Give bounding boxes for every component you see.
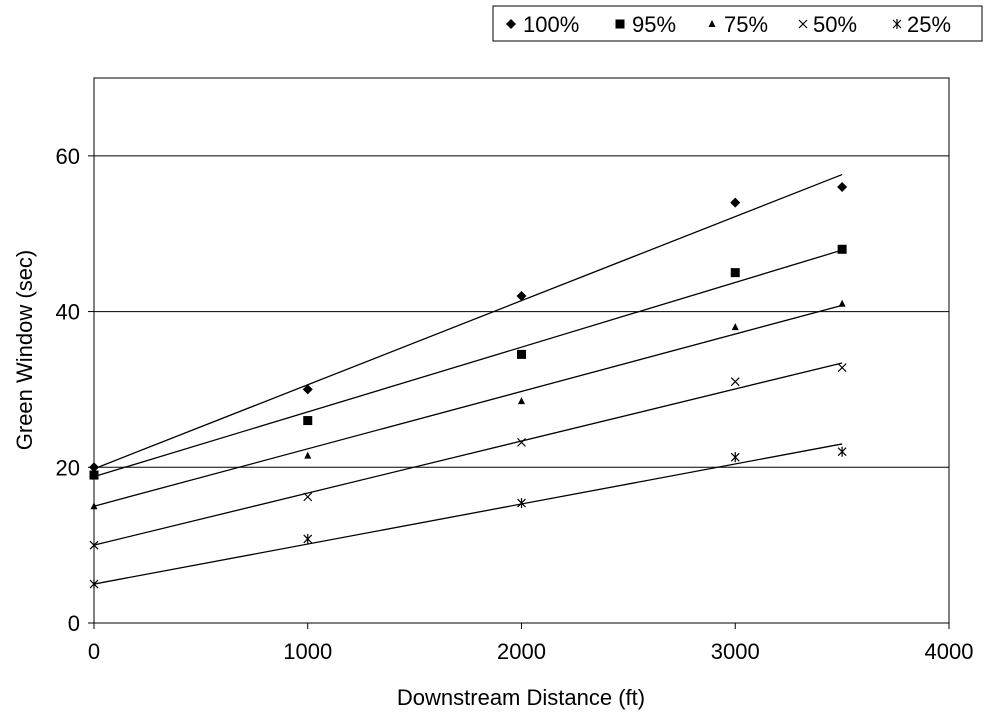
legend-label: 25% bbox=[907, 12, 951, 37]
legend-box bbox=[492, 5, 983, 42]
data-point-star bbox=[837, 446, 847, 457]
data-point-triangle bbox=[304, 451, 312, 459]
legend-marker-triangle bbox=[708, 20, 716, 27]
data-point-star bbox=[730, 452, 740, 463]
data-point-star bbox=[517, 498, 526, 509]
data-point-diamond bbox=[516, 291, 527, 301]
data-point-square bbox=[303, 416, 313, 426]
data-point-square bbox=[517, 349, 526, 359]
trendline-x bbox=[93, 362, 843, 546]
data-point-square bbox=[730, 268, 740, 278]
data-point-diamond bbox=[837, 182, 848, 192]
trendline-square bbox=[93, 249, 843, 478]
x-tick-label: 1000 bbox=[283, 639, 332, 664]
legend-label: 75% bbox=[724, 12, 768, 37]
legend-label: 50% bbox=[813, 12, 857, 37]
y-axis-ticks: 0 20 40 60 bbox=[56, 144, 94, 636]
trendlines bbox=[93, 173, 843, 585]
data-point-triangle bbox=[731, 323, 739, 331]
y-axis-title: Green Window (sec) bbox=[12, 250, 37, 451]
legend-marker-diamond bbox=[506, 19, 516, 29]
trendline-triangle bbox=[93, 304, 843, 507]
data-point-triangle bbox=[838, 299, 846, 307]
data-point-x bbox=[517, 437, 526, 447]
x-tick-label: 0 bbox=[88, 639, 100, 664]
data-point-x bbox=[730, 377, 740, 387]
y-tick-label: 40 bbox=[56, 300, 80, 325]
x-tick-label: 2000 bbox=[497, 639, 546, 664]
trendline-star bbox=[93, 443, 843, 585]
data-point-square bbox=[837, 244, 847, 254]
x-axis-title: Downstream Distance (ft) bbox=[397, 685, 645, 710]
legend-marker-star bbox=[892, 19, 902, 29]
y-tick-label: 0 bbox=[68, 611, 80, 636]
y-tick-label: 20 bbox=[56, 455, 80, 480]
legend-marker-square bbox=[615, 19, 625, 29]
data-point-x bbox=[837, 363, 847, 373]
data-point-triangle bbox=[518, 397, 525, 405]
legend: 100% 95% 75% 50% 25% bbox=[492, 5, 983, 42]
data-point-triangle bbox=[90, 502, 98, 510]
x-tick-label: 3000 bbox=[711, 639, 760, 664]
trendline-diamond bbox=[93, 173, 843, 470]
data-point-star bbox=[303, 533, 313, 544]
data-point-square bbox=[89, 470, 99, 480]
data-point-star bbox=[89, 579, 99, 590]
data-point-diamond bbox=[302, 384, 313, 395]
data-points bbox=[89, 182, 848, 590]
legend-marker-x bbox=[798, 19, 808, 29]
data-point-x bbox=[303, 492, 313, 502]
x-tick-label: 4000 bbox=[925, 639, 974, 664]
data-point-x bbox=[89, 540, 99, 550]
legend-label: 100% bbox=[523, 12, 579, 37]
x-axis-ticks: 0 1000 2000 3000 4000 bbox=[88, 623, 974, 664]
y-tick-label: 60 bbox=[56, 144, 80, 169]
data-point-diamond bbox=[730, 197, 741, 208]
legend-label: 95% bbox=[632, 12, 676, 37]
